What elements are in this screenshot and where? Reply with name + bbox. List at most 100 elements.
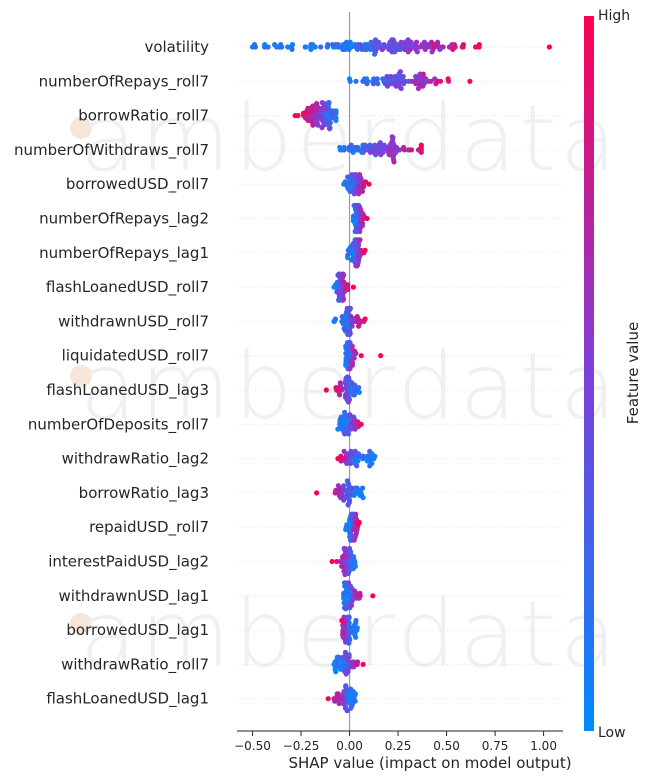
feature-labels: volatility numberOfRepays_roll7 borrowRati… [14, 38, 209, 709]
data-point [314, 490, 320, 496]
data-point [362, 247, 368, 253]
data-point [353, 617, 359, 624]
data-point [349, 380, 355, 386]
data-point [372, 453, 378, 459]
data-point [348, 629, 354, 636]
data-point [341, 289, 347, 295]
data-point [333, 669, 339, 675]
data-point [346, 144, 352, 151]
data-point [346, 46, 352, 53]
data-point [409, 44, 415, 50]
data-point [351, 414, 357, 420]
data-point [351, 537, 357, 543]
data-point [276, 44, 282, 50]
data-point [393, 144, 400, 151]
data-point [343, 671, 349, 677]
data-point [337, 144, 343, 151]
feature-label: numberOfRepays_lag1 [39, 244, 209, 263]
data-points [249, 37, 553, 714]
data-point [352, 237, 358, 243]
data-point [353, 144, 359, 151]
data-point [377, 140, 383, 146]
x-tick-label: 0.25 [385, 739, 412, 753]
data-point [343, 639, 349, 645]
data-point [347, 366, 353, 372]
data-point [343, 492, 350, 498]
colorbar-title: Feature value [624, 322, 642, 424]
data-point [354, 463, 360, 469]
feature-label: numberOfRepays_lag2 [39, 210, 209, 229]
data-point [303, 44, 309, 50]
data-point [349, 172, 355, 178]
data-point [333, 385, 339, 391]
data-point [422, 46, 428, 53]
data-point [361, 76, 368, 82]
data-point [357, 206, 363, 212]
data-point [374, 76, 380, 82]
data-point [337, 380, 343, 386]
data-point [384, 73, 390, 80]
x-tick-label: 0.00 [336, 739, 363, 753]
x-tick-label: 0.75 [482, 739, 509, 753]
data-point [359, 46, 365, 53]
data-point [414, 49, 420, 55]
data-point [356, 191, 362, 197]
data-point [388, 140, 395, 146]
data-point [349, 243, 355, 249]
data-point [351, 355, 357, 361]
watermark-dot [70, 365, 92, 387]
data-point [350, 284, 356, 290]
data-point [360, 661, 366, 668]
data-point [343, 606, 349, 612]
data-point [348, 314, 354, 320]
data-point [343, 362, 349, 368]
data-point [357, 225, 363, 231]
data-point [350, 625, 356, 631]
data-point [339, 617, 345, 624]
x-tick-label: 1.00 [530, 739, 557, 753]
data-point [352, 448, 358, 454]
data-point [343, 683, 349, 689]
data-point [329, 558, 335, 565]
data-point [367, 463, 373, 469]
data-point [326, 126, 333, 132]
data-point [388, 73, 394, 80]
data-point [356, 389, 362, 395]
feature-label: numberOfRepays_roll7 [39, 72, 209, 91]
data-point [476, 42, 482, 48]
data-point [341, 181, 347, 187]
data-point [390, 37, 396, 43]
data-point [345, 286, 351, 293]
data-point [341, 595, 347, 601]
data-point [361, 184, 367, 190]
data-point [433, 81, 439, 87]
data-point [460, 42, 466, 48]
data-point [342, 571, 348, 578]
data-point [420, 71, 426, 77]
data-point [340, 691, 347, 697]
data-point [366, 181, 372, 187]
data-point [402, 39, 408, 45]
data-point [331, 661, 337, 668]
data-point [346, 76, 353, 82]
data-point [360, 495, 366, 501]
data-point [342, 649, 348, 656]
data-point [402, 46, 408, 53]
data-point [357, 174, 363, 180]
data-point [345, 331, 351, 337]
data-point [415, 85, 421, 92]
data-point [326, 100, 332, 106]
data-point [354, 625, 360, 631]
data-point [341, 483, 347, 489]
data-point [289, 42, 296, 48]
data-point [351, 664, 357, 670]
data-point [351, 554, 357, 560]
x-tick-label: −0.25 [283, 739, 320, 753]
data-point [380, 76, 386, 82]
data-point [362, 316, 368, 322]
data-point [348, 485, 354, 491]
data-point [368, 46, 374, 53]
data-point [445, 76, 451, 82]
data-point [312, 44, 318, 50]
data-point [351, 348, 357, 354]
